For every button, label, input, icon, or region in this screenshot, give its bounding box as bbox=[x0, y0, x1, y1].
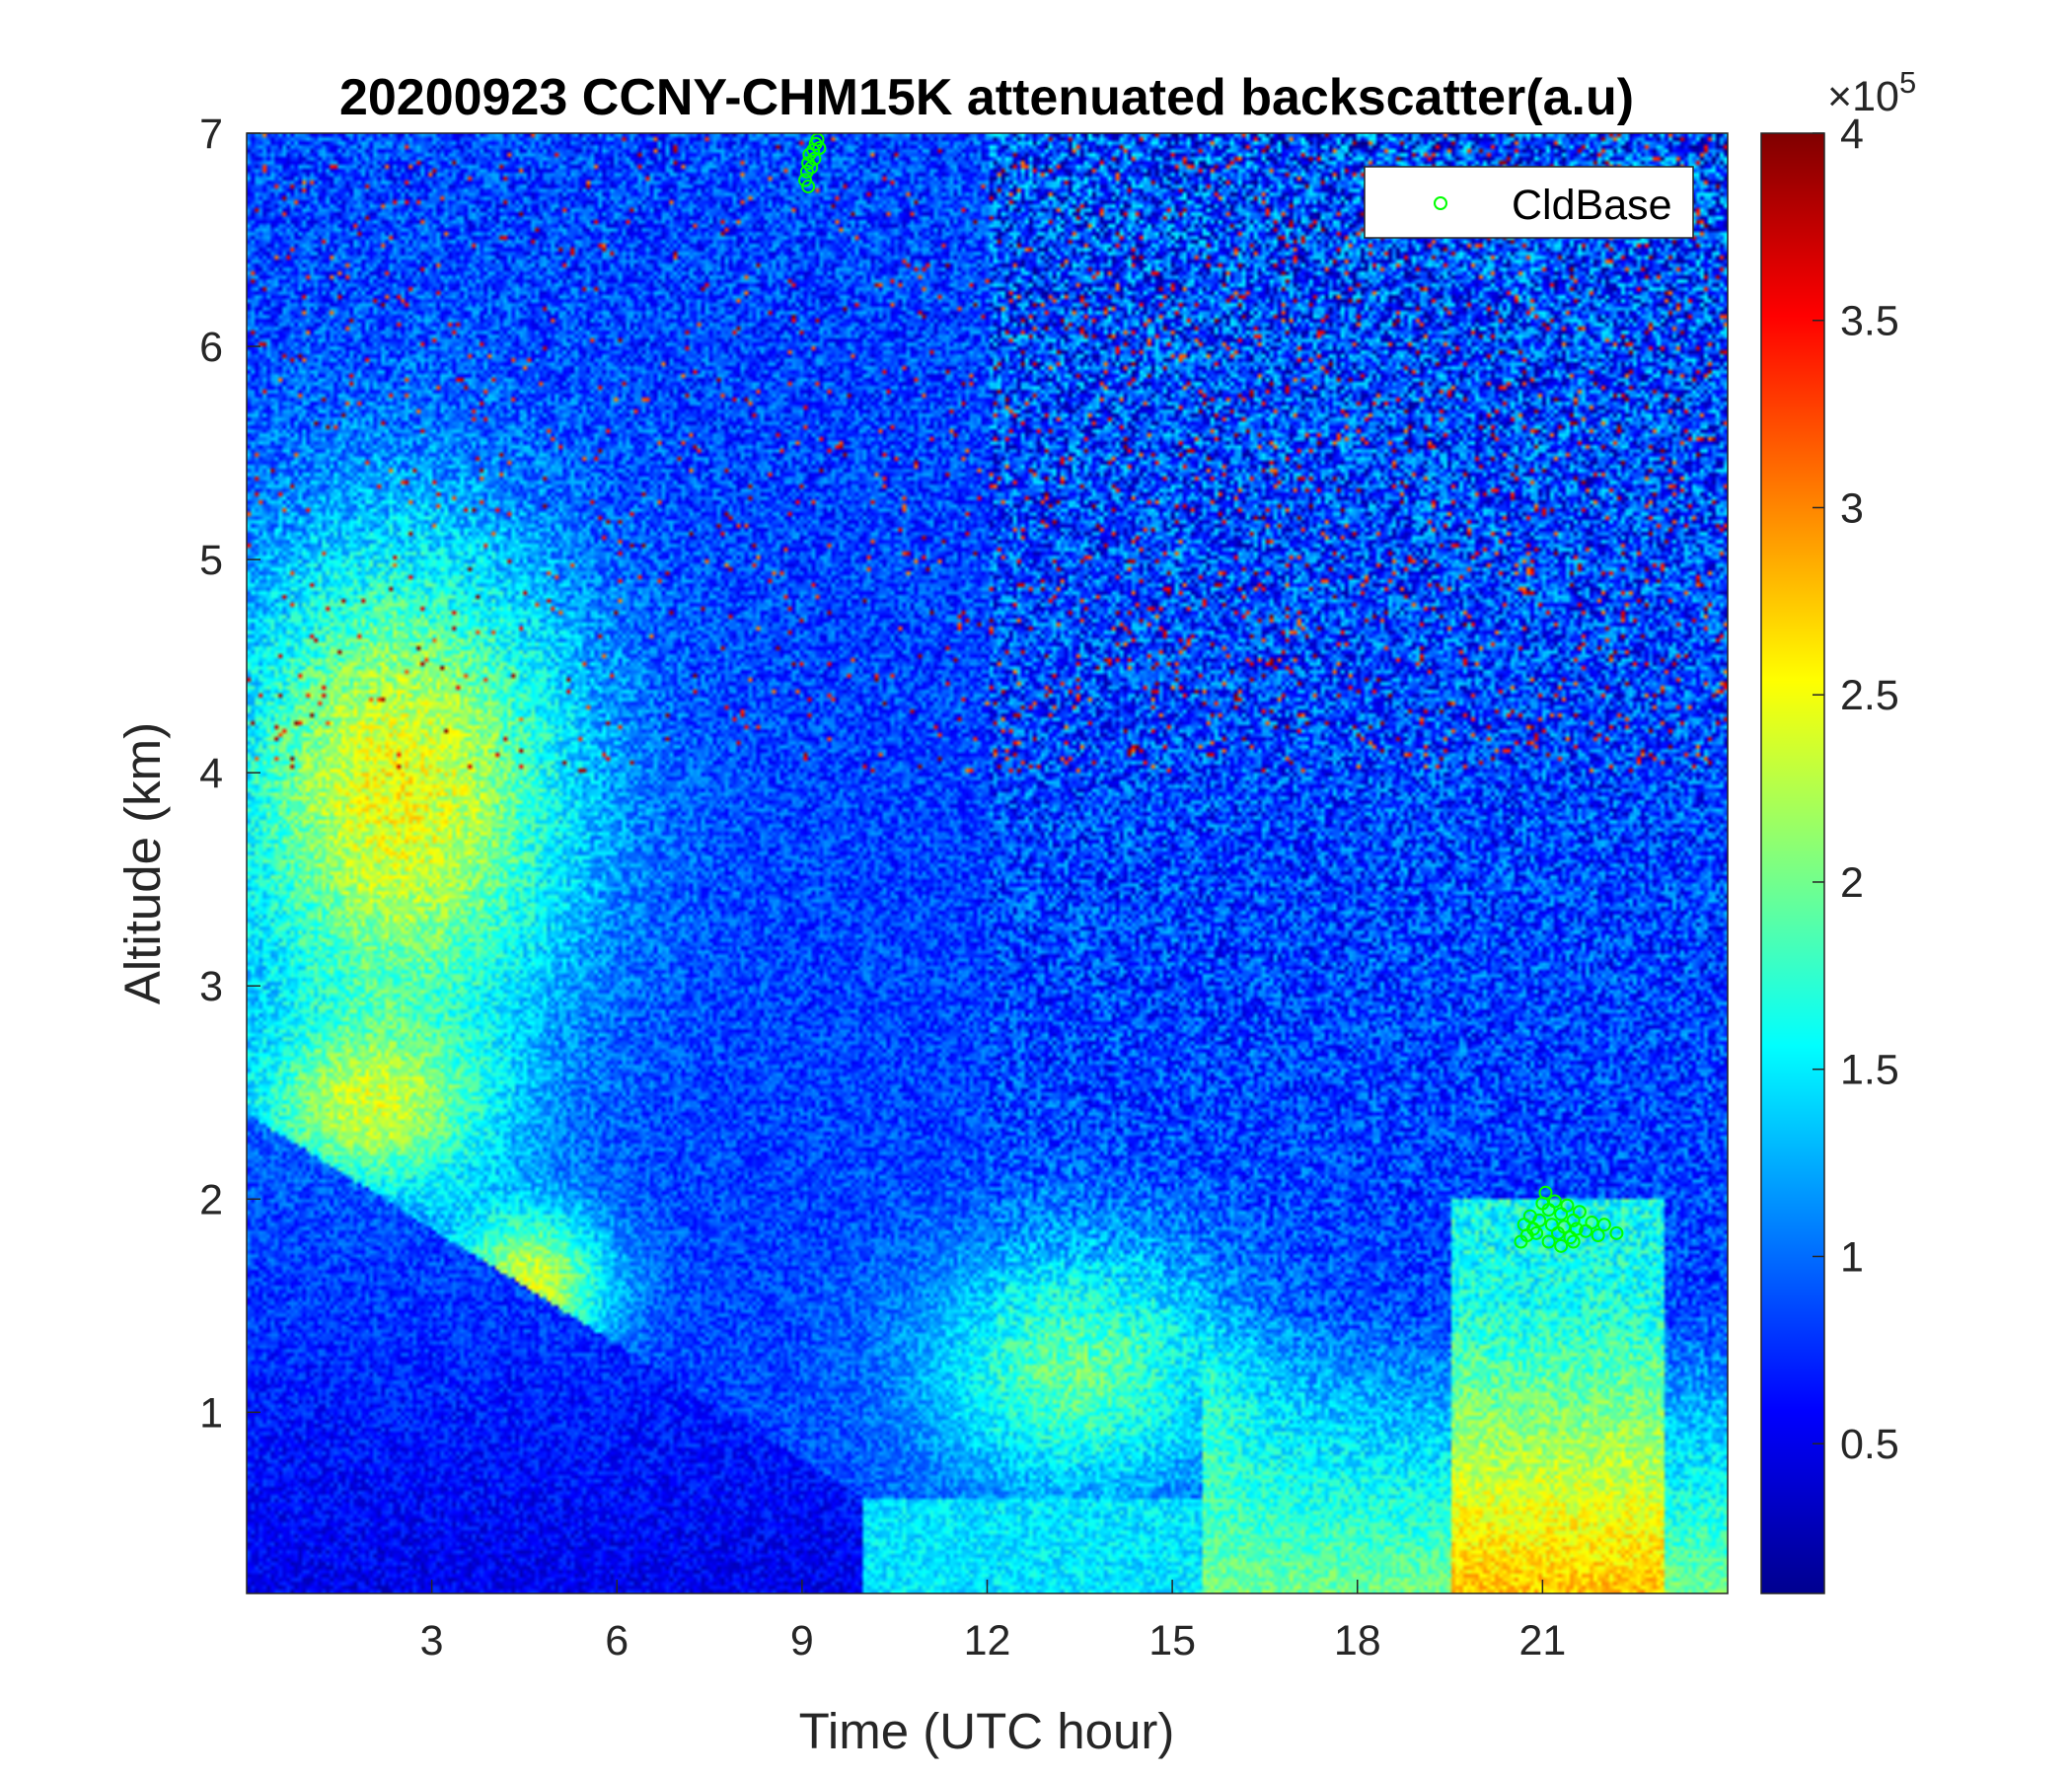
y-tick-label: 4 bbox=[199, 750, 223, 797]
x-tick-label: 9 bbox=[790, 1617, 814, 1665]
x-tick-label: 21 bbox=[1518, 1617, 1566, 1665]
cldbase-point bbox=[1529, 1225, 1544, 1240]
colorbar-tick-label: 3.5 bbox=[1840, 298, 1899, 345]
colorbar-tick-label: 2 bbox=[1840, 859, 1864, 907]
colorbar-tick-label: 0.5 bbox=[1840, 1421, 1899, 1468]
cldbase-point bbox=[1572, 1205, 1587, 1220]
y-tick-label: 1 bbox=[199, 1389, 223, 1437]
cldbase-point bbox=[1554, 1238, 1569, 1253]
legend-cldbase-label: CldBase bbox=[1512, 182, 1672, 229]
y-tick-label: 6 bbox=[199, 324, 223, 371]
cldbase-point bbox=[1541, 1234, 1556, 1249]
backscatter-heatmap bbox=[247, 133, 1728, 1593]
cldbase-point bbox=[1569, 1221, 1584, 1236]
x-axis: 3 6 9 12 15 18 21 bbox=[420, 1580, 1566, 1665]
cldbase-point bbox=[1596, 1218, 1611, 1232]
legend-box bbox=[1364, 166, 1694, 239]
cldbase-series bbox=[798, 132, 1624, 1253]
cldbase-point bbox=[1547, 1194, 1562, 1209]
legend: CldBase bbox=[1364, 166, 1694, 239]
y-tick-label: 5 bbox=[199, 537, 223, 584]
cldbase-point bbox=[1609, 1225, 1624, 1240]
chart-title: 20200923 CCNY-CHM15K attenuated backscat… bbox=[339, 69, 1634, 126]
cldbase-point bbox=[798, 173, 813, 187]
legend-cldbase-marker bbox=[1434, 196, 1447, 210]
y-axis-label: Altitude (km) bbox=[114, 722, 171, 1004]
colorbar-ticks: 0.5 1 1.5 2 2.5 3 3.5 4 bbox=[1813, 111, 1899, 1468]
colorbar-tick-label: 1 bbox=[1840, 1233, 1864, 1281]
y-axis: 1 2 3 4 5 6 7 bbox=[199, 111, 260, 1437]
cldbase-point bbox=[1538, 1185, 1553, 1200]
colorbar-multiplier-exponent: 5 bbox=[1899, 65, 1916, 100]
cldbase-point bbox=[799, 164, 814, 179]
x-tick-label: 6 bbox=[605, 1617, 629, 1665]
colorbar-tick-label: 4 bbox=[1840, 111, 1864, 158]
y-tick-label: 7 bbox=[199, 111, 223, 158]
cldbase-point bbox=[1532, 1213, 1547, 1227]
colorbar-tick-label: 3 bbox=[1840, 484, 1864, 532]
y-tick-label: 3 bbox=[199, 963, 223, 1010]
cldbase-point bbox=[1591, 1228, 1605, 1243]
x-tick-label: 12 bbox=[964, 1617, 1011, 1665]
x-tick-label: 18 bbox=[1334, 1617, 1381, 1665]
cldbase-point bbox=[1560, 1198, 1575, 1213]
y-tick-label: 2 bbox=[199, 1176, 223, 1223]
cldbase-point bbox=[812, 141, 827, 156]
colorbar-multiplier-base: ×10 bbox=[1827, 73, 1899, 120]
colorbar-tick-label: 2.5 bbox=[1840, 672, 1899, 719]
colorbar: 0.5 1 1.5 2 2.5 3 3.5 4 ×105 bbox=[1760, 65, 1916, 1594]
colorbar-gradient bbox=[1760, 132, 1825, 1594]
colorbar-tick-label: 1.5 bbox=[1840, 1047, 1899, 1094]
x-axis-label: Time (UTC hour) bbox=[799, 1703, 1175, 1759]
colorbar-multiplier: ×105 bbox=[1827, 65, 1916, 120]
cldbase-point bbox=[804, 160, 819, 175]
x-tick-label: 15 bbox=[1148, 1617, 1196, 1665]
cldbase-point bbox=[801, 180, 816, 194]
cldbase-point bbox=[1566, 1234, 1581, 1249]
x-tick-label: 3 bbox=[420, 1617, 444, 1665]
